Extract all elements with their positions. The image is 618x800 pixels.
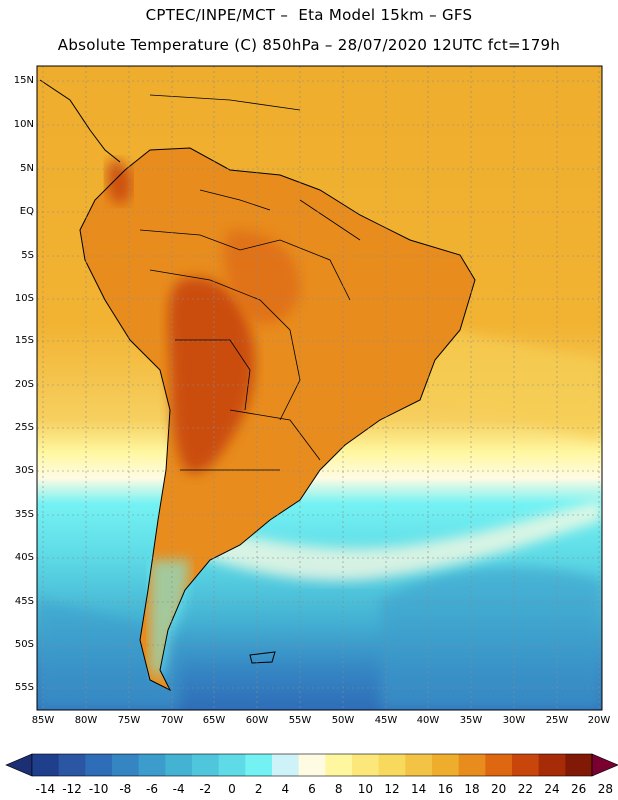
colorbar-label: -14: [35, 782, 56, 796]
colorbar-label: 8: [334, 782, 343, 796]
colorbar-swatch: [298, 754, 326, 776]
colorbar-swatch: [512, 754, 540, 776]
country-borders: [139, 189, 361, 471]
lon-label: 50W: [331, 715, 355, 726]
lat-label: 10N: [13, 119, 34, 130]
lon-label: 65W: [202, 715, 226, 726]
colorbar: [5, 753, 618, 777]
central-america: [39, 79, 121, 163]
lat-label: 40S: [14, 552, 34, 563]
map-grid: [37, 66, 602, 710]
lat-label: 25S: [14, 422, 34, 433]
lon-label: 70W: [160, 715, 184, 726]
colorbar-under-triangle: [5, 753, 33, 777]
colorbar-label: 12: [384, 782, 400, 796]
colorbar-label: 22: [517, 782, 533, 796]
colorbar-label: 6: [308, 782, 316, 796]
lon-label: 40W: [416, 715, 440, 726]
colorbar-label: 16: [437, 782, 453, 796]
cold-pool-atlantic: [380, 566, 602, 710]
coastline: [79, 147, 476, 692]
lat-label: EQ: [19, 206, 34, 217]
hot-core-chaco: [168, 277, 255, 474]
colorbar-label: 2: [254, 782, 263, 796]
colorbar-swatch: [325, 754, 353, 776]
colorbar-label: -6: [146, 782, 158, 796]
colorbar-label: -8: [119, 782, 132, 796]
lat-label: 35S: [14, 509, 34, 520]
lat-label: 10S: [14, 293, 34, 304]
colorbar-swatch: [85, 754, 113, 776]
hot-core-colombia: [106, 159, 132, 205]
colorbar-swatch: [138, 754, 166, 776]
pale-wedge: [170, 500, 602, 581]
colorbar-swatch: [112, 754, 140, 776]
lat-label: 30S: [14, 465, 34, 476]
lon-label: 45W: [374, 715, 398, 726]
colorbar-swatch: [378, 754, 406, 776]
colorbar-label: -2: [199, 782, 212, 796]
falkland-islands: [249, 651, 276, 664]
lon-label: 30W: [502, 715, 526, 726]
lat-label: 45S: [14, 596, 34, 607]
colorbar-label: 28: [597, 782, 613, 796]
lat-label: 50S: [14, 639, 34, 650]
colorbar-label: 14: [411, 782, 427, 796]
patagonia-cool: [150, 560, 190, 680]
colorbar-swatch: [565, 754, 593, 776]
colorbar-swatch: [32, 754, 60, 776]
colorbar-swatch: [405, 754, 433, 776]
lat-label: 20S: [14, 379, 34, 390]
colorbar-label: 20: [491, 782, 507, 796]
lat-label: 55S: [14, 682, 34, 693]
lon-label: 80W: [74, 715, 98, 726]
colorbar-over-triangle: [591, 753, 618, 777]
colorbar-label: 10: [357, 782, 373, 796]
colorbar-swatch: [485, 754, 513, 776]
colorbar-swatch: [192, 754, 220, 776]
colorbar-swatch: [432, 754, 460, 776]
colorbar-label: -10: [88, 782, 109, 796]
plot-frame: [36, 65, 603, 711]
lat-label: 5N: [20, 163, 34, 174]
lon-label: 75W: [117, 715, 141, 726]
lon-label: 60W: [245, 715, 269, 726]
map-title-line2: Absolute Temperature (C) 850hPa – 28/07/…: [57, 36, 561, 54]
lon-label: 55W: [288, 715, 312, 726]
lon-label: 20W: [587, 715, 611, 726]
colorbar-label: 4: [281, 782, 290, 796]
lon-label: 25W: [545, 715, 569, 726]
colorbar-swatch: [218, 754, 246, 776]
colorbar-label: 0: [228, 782, 236, 796]
colorbar-label: 26: [571, 782, 587, 796]
caribbean-islands: [149, 94, 301, 111]
lon-label: 35W: [459, 715, 483, 726]
colorbar-label: 18: [464, 782, 480, 796]
colorbar-swatch: [352, 754, 380, 776]
lat-label: 15N: [13, 75, 34, 86]
colorbar-swatch: [272, 754, 300, 776]
colorbar-label: -12: [62, 782, 82, 796]
colorbar-label: -4: [172, 782, 185, 796]
colorbar-label: 24: [544, 782, 560, 796]
colorbar-swatch: [458, 754, 486, 776]
map-title-line1: CPTEC/INPE/MCT – Eta Model 15km – GFS: [145, 6, 473, 24]
lat-label: 15S: [14, 335, 34, 346]
warm-core-amazon: [223, 230, 300, 324]
lat-label: 5S: [21, 250, 34, 261]
colorbar-swatch: [245, 754, 273, 776]
colorbar-swatch: [58, 754, 86, 776]
colorbar-swatch: [538, 754, 566, 776]
lon-label: 85W: [31, 715, 55, 726]
colorbar-swatch: [165, 754, 193, 776]
colorbar-frame: [31, 753, 593, 777]
